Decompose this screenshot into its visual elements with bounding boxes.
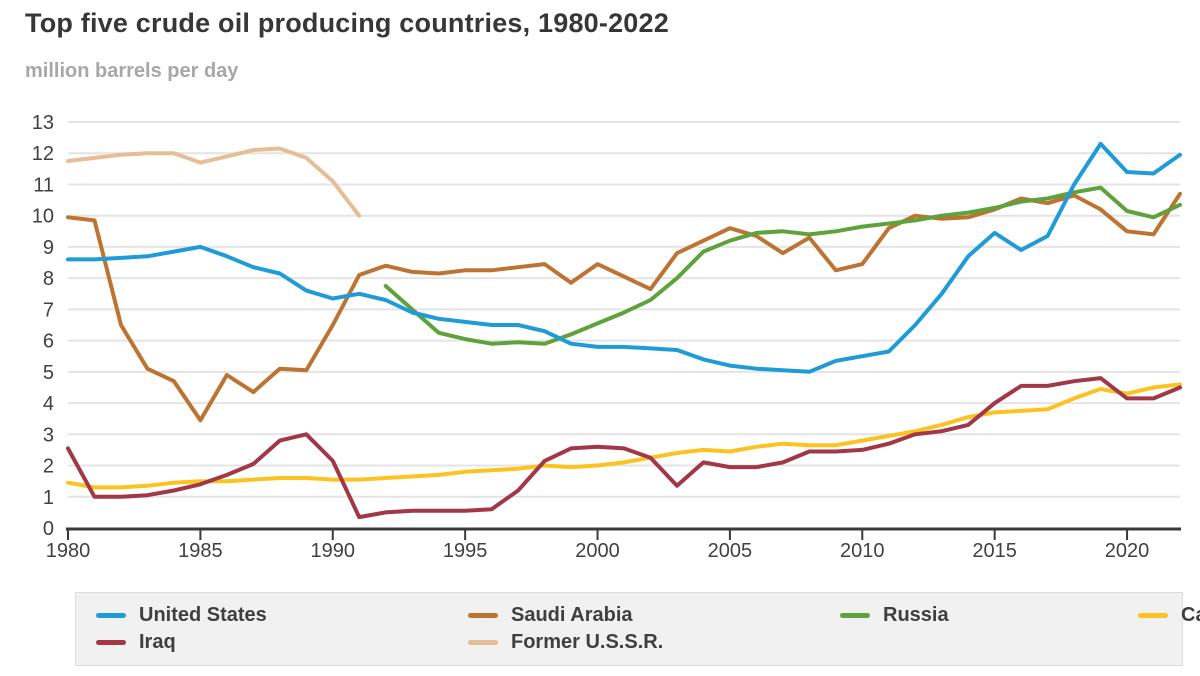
former-u-s-s-r-swatch-icon bbox=[468, 640, 498, 645]
legend-item-former-u-s-s-r: Former U.S.S.R. bbox=[468, 631, 840, 654]
y-tick-label-2: 2 bbox=[43, 456, 54, 478]
legend-label: United States bbox=[139, 604, 267, 626]
united-states-swatch-icon bbox=[96, 613, 126, 618]
legend-label: Canada bbox=[1181, 604, 1200, 626]
legend-item-canada: Canada bbox=[1138, 604, 1200, 627]
y-tick-label-10: 10 bbox=[32, 206, 54, 228]
legend-item-iraq: Iraq bbox=[96, 631, 468, 654]
y-tick-label-1: 1 bbox=[43, 487, 54, 509]
series-line-canada bbox=[66, 382, 1182, 490]
page-title: Top five crude oil producing countries, … bbox=[25, 8, 669, 38]
legend-item-russia: Russia bbox=[840, 604, 1138, 627]
series-line-former-u-s-s-r bbox=[66, 146, 362, 218]
legend-item-saudi-arabia: Saudi Arabia bbox=[468, 604, 840, 627]
chart-legend: United States Saudi Arabia Russia Canada Ira… bbox=[75, 592, 1200, 666]
iraq-swatch-icon bbox=[96, 640, 126, 645]
saudi-arabia-swatch-icon bbox=[468, 613, 498, 618]
y-tick-label-13: 13 bbox=[32, 112, 54, 134]
series-line-russia bbox=[383, 185, 1182, 346]
x-tick-label-2010: 2010 bbox=[840, 540, 885, 562]
y-axis-unit-label: million barrels per day bbox=[25, 60, 239, 82]
legend-item-united-states: United States bbox=[96, 604, 468, 627]
x-tick-label-2000: 2000 bbox=[575, 540, 620, 562]
x-tick-label-2005: 2005 bbox=[708, 540, 753, 562]
canada-swatch-icon bbox=[1138, 613, 1168, 618]
y-tick-label-4: 4 bbox=[43, 393, 54, 415]
y-tick-label-8: 8 bbox=[43, 268, 54, 290]
y-tick-label-12: 12 bbox=[32, 143, 54, 165]
y-tick-label-9: 9 bbox=[43, 237, 54, 259]
x-tick-label-1995: 1995 bbox=[443, 540, 488, 562]
x-tick-label-1985: 1985 bbox=[178, 540, 223, 562]
y-tick-label-0: 0 bbox=[43, 518, 54, 540]
legend-label: Saudi Arabia bbox=[511, 604, 633, 626]
russia-swatch-icon bbox=[840, 613, 870, 618]
y-tick-label-7: 7 bbox=[43, 299, 54, 321]
y-tick-label-3: 3 bbox=[43, 424, 54, 446]
x-tick-label-2020: 2020 bbox=[1105, 540, 1150, 562]
legend-label: Former U.S.S.R. bbox=[511, 631, 664, 653]
x-tick-label-1990: 1990 bbox=[311, 540, 356, 562]
y-tick-label-5: 5 bbox=[43, 362, 54, 384]
legend-label: Iraq bbox=[139, 631, 176, 653]
series-line-saudi-arabia bbox=[66, 191, 1182, 423]
x-tick-label-2015: 2015 bbox=[972, 540, 1017, 562]
x-tick-label-1980: 1980 bbox=[46, 540, 91, 562]
series-line-iraq bbox=[66, 376, 1182, 520]
series-line-united-states bbox=[66, 141, 1182, 374]
y-tick-label-6: 6 bbox=[43, 331, 54, 353]
y-tick-label-11: 11 bbox=[33, 174, 54, 196]
legend-label: Russia bbox=[883, 604, 949, 626]
